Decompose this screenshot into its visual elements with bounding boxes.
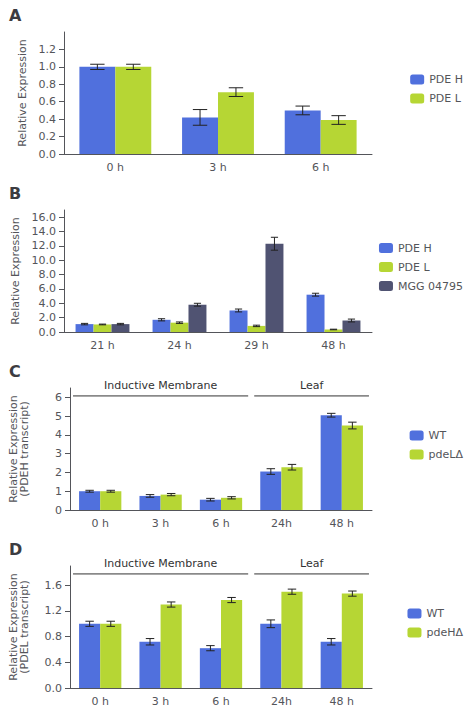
svg-text:MGG 04795: MGG 04795: [398, 280, 463, 293]
svg-text:Leaf: Leaf: [300, 379, 324, 392]
svg-text:0.2: 0.2: [39, 130, 57, 143]
svg-text:Inductive Membrane: Inductive Membrane: [104, 379, 218, 392]
svg-text:WT: WT: [426, 607, 444, 620]
svg-text:5: 5: [55, 410, 62, 423]
svg-text:0 h: 0 h: [91, 695, 108, 708]
svg-text:4.0: 4.0: [39, 297, 57, 310]
svg-text:(PDEL transcript): (PDEL transcript): [18, 580, 31, 673]
svg-text:0.8: 0.8: [39, 78, 57, 91]
svg-text:0.6: 0.6: [39, 95, 57, 108]
svg-text:B: B: [9, 184, 21, 203]
svg-text:29 h: 29 h: [244, 339, 268, 352]
svg-text:pdeHΔ: pdeHΔ: [426, 626, 463, 639]
svg-text:3 h: 3 h: [152, 695, 169, 708]
svg-text:6 h: 6 h: [212, 517, 229, 530]
svg-text:24 h: 24 h: [167, 339, 191, 352]
svg-text:A: A: [9, 6, 22, 25]
svg-text:PDE L: PDE L: [398, 261, 431, 274]
svg-text:1: 1: [55, 485, 62, 498]
svg-text:Relative Expression: Relative Expression: [16, 39, 29, 147]
svg-text:4: 4: [55, 428, 62, 441]
svg-text:12.0: 12.0: [32, 239, 57, 252]
svg-text:21 h: 21 h: [90, 339, 114, 352]
svg-text:PDE H: PDE H: [398, 242, 432, 255]
svg-text:6.0: 6.0: [39, 282, 57, 295]
svg-text:0.0: 0.0: [39, 148, 57, 161]
svg-text:10.0: 10.0: [32, 254, 57, 267]
svg-text:0 h: 0 h: [107, 161, 124, 174]
svg-text:14.0: 14.0: [32, 225, 57, 238]
svg-text:Relative Expression: Relative Expression: [7, 395, 20, 503]
svg-text:PDE L: PDE L: [429, 92, 462, 105]
svg-text:0: 0: [55, 504, 62, 517]
svg-text:3: 3: [55, 447, 62, 460]
svg-text:0.4: 0.4: [39, 113, 57, 126]
svg-text:48 h: 48 h: [330, 517, 354, 530]
svg-text:3 h: 3 h: [209, 161, 226, 174]
svg-text:24h: 24h: [271, 695, 292, 708]
svg-text:16.0: 16.0: [32, 211, 57, 224]
svg-text:0.4: 0.4: [45, 656, 63, 669]
svg-text:Relative Expression: Relative Expression: [7, 573, 20, 681]
svg-text:0.0: 0.0: [45, 682, 63, 695]
svg-text:2: 2: [55, 466, 62, 479]
svg-text:24h: 24h: [271, 517, 292, 530]
svg-text:PDE H: PDE H: [429, 73, 463, 86]
svg-text:pdeLΔ: pdeLΔ: [429, 448, 464, 461]
svg-text:48 h: 48 h: [330, 695, 354, 708]
svg-text:0.8: 0.8: [45, 630, 63, 643]
svg-text:1.0: 1.0: [39, 60, 57, 73]
svg-text:6: 6: [55, 391, 62, 404]
svg-text:1.6: 1.6: [45, 579, 63, 592]
svg-text:WT: WT: [429, 429, 447, 442]
svg-text:1.2: 1.2: [45, 604, 63, 617]
svg-text:D: D: [9, 540, 22, 559]
svg-text:1.2: 1.2: [39, 43, 57, 56]
svg-text:Inductive Membrane: Inductive Membrane: [104, 557, 218, 570]
svg-text:0.0: 0.0: [39, 326, 57, 339]
svg-text:6 h: 6 h: [212, 695, 229, 708]
svg-text:(PDEH transcript): (PDEH transcript): [18, 401, 31, 497]
svg-text:0 h: 0 h: [91, 517, 108, 530]
svg-text:48 h: 48 h: [321, 339, 345, 352]
svg-text:2.0: 2.0: [39, 311, 57, 324]
svg-text:6 h: 6 h: [312, 161, 329, 174]
svg-text:3 h: 3 h: [152, 517, 169, 530]
svg-text:Leaf: Leaf: [300, 557, 324, 570]
svg-text:C: C: [9, 362, 21, 381]
svg-text:8.0: 8.0: [39, 268, 57, 281]
svg-text:Relative Expression: Relative Expression: [9, 217, 22, 325]
